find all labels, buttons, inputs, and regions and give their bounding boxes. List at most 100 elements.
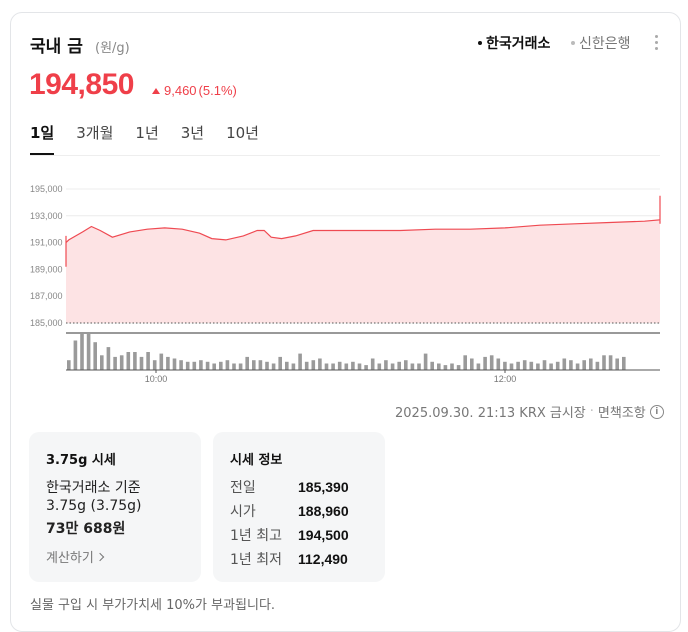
gram-weight: 3.75g (3.75g) — [46, 498, 142, 514]
volume-bar — [489, 355, 494, 370]
volume-bar — [542, 360, 547, 370]
unselected-dot-icon — [571, 41, 575, 45]
volume-bar — [146, 352, 150, 370]
info-value: 112,490 — [298, 551, 348, 567]
price-area — [66, 195, 660, 323]
volume-bar — [344, 363, 349, 370]
timestamp-row: 2025.09.30. 21:13 KRX 금시장 · 면책조항 i — [395, 402, 664, 421]
volume-bar — [205, 361, 210, 370]
price-chart: 195,000 193,000 191,000 189,000 187,000 185,0… — [30, 184, 661, 384]
volume-bar — [73, 340, 78, 370]
volume-bar — [384, 360, 388, 370]
y-tick-label: 191,000 — [30, 238, 63, 248]
unit-label: (원/g) — [95, 41, 130, 56]
volume-bar — [304, 361, 309, 370]
vat-notice: 실물 구입 시 부가가치세 10%가 부과됩니다. — [30, 598, 276, 613]
volume-bar — [370, 358, 375, 370]
volume-bar — [106, 347, 111, 370]
gram-box-title: 3.75g 시세 — [46, 453, 116, 468]
volume-bar — [86, 334, 91, 370]
info-row-open: 시가 188,960 — [230, 501, 370, 521]
volume-bar — [331, 363, 335, 370]
info-label: 1년 최저 — [230, 552, 282, 568]
volume-bar — [271, 363, 276, 370]
info-icon[interactable]: i — [649, 404, 664, 419]
volume-bar — [126, 352, 131, 370]
volume-bar — [285, 361, 289, 370]
volume-bar — [172, 358, 177, 370]
volume-bar — [463, 355, 467, 370]
volume-bar — [470, 358, 474, 370]
info-value: 194,500 — [298, 527, 349, 543]
volume-bar — [265, 361, 269, 370]
volume-bar — [278, 356, 282, 370]
info-label: 시가 — [230, 504, 256, 520]
tab-1y[interactable]: 1년 — [135, 124, 159, 142]
volume-bar — [324, 363, 329, 370]
tab-3y[interactable]: 3년 — [180, 124, 205, 142]
tab-3m[interactable]: 3개월 — [76, 124, 114, 142]
volume-bar — [139, 356, 144, 370]
source-krx-tab[interactable]: 한국거래소 — [478, 33, 550, 53]
separator-dot: · — [589, 404, 594, 419]
volume-bar — [245, 356, 249, 370]
volume-bar — [364, 365, 368, 370]
volume-bar — [80, 334, 84, 370]
volume-bar — [93, 342, 97, 370]
volume-bar — [450, 363, 454, 370]
volume-bar — [529, 361, 534, 370]
info-value: 188,960 — [298, 503, 349, 519]
calculate-label: 계산하기 — [46, 551, 94, 566]
volume-bar — [397, 361, 401, 370]
volume-bar — [608, 355, 613, 370]
volume-bar — [423, 353, 428, 370]
volume-bar — [404, 360, 408, 370]
x-tick-label: 12:00 — [494, 374, 517, 384]
volume-bar — [357, 363, 362, 370]
y-tick-label: 195,000 — [30, 184, 63, 194]
y-tick-label: 189,000 — [30, 264, 63, 274]
current-price: 194,850 — [29, 68, 134, 101]
volume-bar — [522, 360, 527, 370]
volume-bar — [212, 363, 216, 370]
tab-10y[interactable]: 10년 — [226, 124, 259, 142]
volume-bar — [602, 355, 606, 370]
info-box-title: 시세 정보 — [230, 453, 283, 468]
disclaimer-link[interactable]: 면책조항 — [597, 406, 646, 421]
volume-bar — [456, 365, 461, 370]
volume-bar — [555, 361, 560, 370]
volume-bar — [390, 363, 395, 370]
volume-bar — [595, 361, 600, 370]
volume-bar — [225, 360, 230, 370]
volume-bar — [476, 363, 481, 370]
volume-bar — [410, 363, 415, 370]
volume-bar — [100, 355, 104, 370]
volume-bar — [417, 363, 421, 370]
source-krx-label: 한국거래소 — [486, 36, 551, 52]
source-shinhan-tab[interactable]: 신한은행 — [571, 33, 631, 53]
volume-bar — [152, 360, 157, 370]
volume-bar — [589, 358, 593, 370]
volume-bar — [258, 360, 263, 370]
period-tabs: 1일 3개월 1년 3년 10년 — [30, 122, 281, 155]
volume-bar — [503, 361, 507, 370]
calculate-button[interactable]: 계산하기 — [46, 547, 105, 566]
volume-bar — [67, 360, 71, 370]
more-options-icon[interactable] — [655, 35, 659, 50]
volume-bar — [252, 360, 256, 370]
volume-bar — [351, 361, 355, 370]
volume-bar — [430, 361, 434, 370]
volume-bar — [238, 363, 243, 370]
tab-divider — [30, 155, 660, 156]
volume-bar — [166, 356, 170, 370]
selected-dot-icon — [478, 41, 482, 45]
volume-bar — [575, 363, 580, 370]
volume-bar — [219, 361, 223, 370]
volume-bar — [569, 360, 573, 370]
volume-bar — [291, 363, 296, 370]
tab-1d[interactable]: 1일 — [30, 122, 55, 155]
volume-bar — [199, 360, 203, 370]
up-arrow-icon — [152, 87, 160, 94]
gram-value: 73만 688원 — [46, 521, 126, 537]
y-tick-label: 193,000 — [30, 211, 63, 221]
